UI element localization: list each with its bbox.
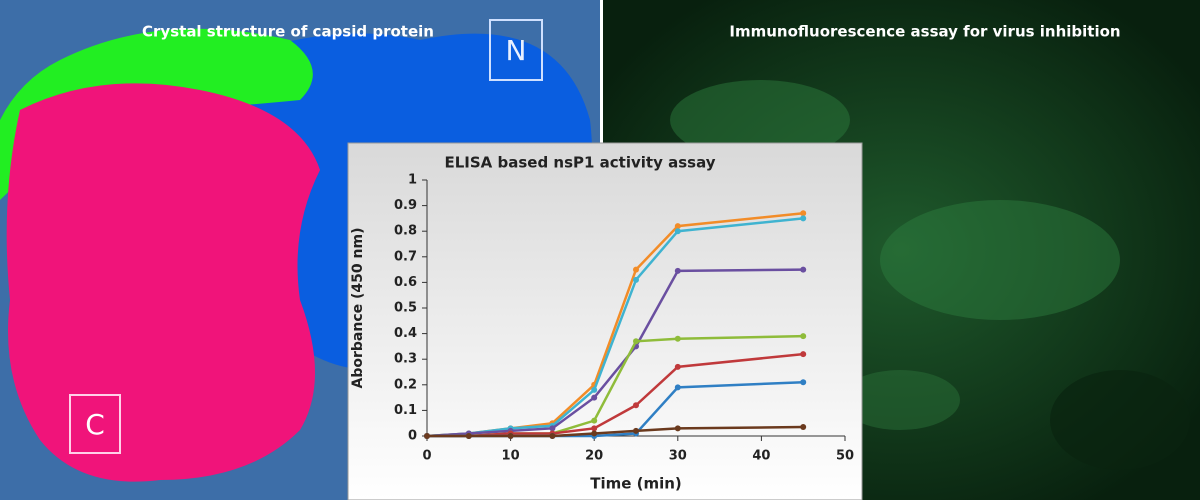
- data-point: [591, 386, 598, 393]
- chart-title: ELISA based nsP1 activity assay: [444, 154, 715, 172]
- chart-frame: [347, 142, 863, 501]
- y-tick-label: 0.5: [394, 301, 417, 316]
- data-point: [674, 363, 681, 370]
- data-point: [633, 402, 639, 409]
- y-tick-label: 1: [408, 173, 417, 188]
- y-tick-label: 0.4: [394, 326, 417, 341]
- y-axis-label: Aborbance (450 nm): [350, 228, 366, 389]
- panel-title: Immunofluorescence assay for virus inhib…: [729, 23, 1120, 41]
- data-point: [800, 379, 807, 386]
- series-line: [427, 425, 804, 438]
- data-point: [549, 433, 556, 439]
- panel-title: Crystal structure of capsid protein: [142, 23, 434, 41]
- data-point: [674, 425, 681, 432]
- data-point: [633, 338, 639, 345]
- y-tick-label: 0.3: [394, 352, 417, 367]
- data-point: [591, 417, 598, 424]
- y-tick-label: 0: [408, 429, 417, 444]
- data-point: [633, 276, 639, 283]
- data-point: [424, 433, 430, 439]
- x-axis-label: Time (min): [590, 475, 682, 493]
- data-point: [674, 223, 681, 230]
- data-point: [800, 424, 807, 431]
- data-point: [800, 351, 807, 358]
- x-tick-label: 40: [752, 449, 770, 464]
- x-tick-label: 20: [585, 449, 603, 464]
- data-point: [507, 433, 514, 439]
- data-point: [800, 333, 807, 340]
- y-tick-label: 0.8: [394, 224, 417, 239]
- data-point: [591, 394, 598, 401]
- data-point: [633, 427, 639, 434]
- terminus-label: N: [506, 34, 527, 67]
- terminus-label: C: [85, 408, 105, 441]
- data-point: [674, 384, 681, 391]
- data-point: [549, 425, 556, 432]
- data-point: [633, 266, 639, 273]
- y-tick-label: 0.2: [394, 377, 417, 392]
- data-point: [674, 335, 681, 342]
- data-point: [800, 266, 807, 273]
- x-tick-label: 10: [502, 449, 520, 464]
- data-point: [465, 433, 472, 439]
- data-point: [800, 215, 807, 222]
- y-tick-label: 0.6: [394, 275, 417, 290]
- data-point: [674, 267, 681, 274]
- y-tick-label: 0.7: [394, 249, 417, 264]
- x-tick-label: 50: [836, 449, 854, 464]
- y-tick-label: 0.1: [394, 403, 417, 418]
- y-tick-label: 0.9: [394, 198, 417, 213]
- data-point: [591, 425, 598, 432]
- chart-inset: ELISA based nsP1 activity assay Time (mi…: [347, 142, 863, 501]
- data-point: [674, 228, 681, 235]
- data-point: [591, 430, 598, 437]
- x-tick-label: 30: [669, 449, 687, 464]
- series-line: [426, 268, 804, 438]
- data-point: [800, 210, 807, 217]
- x-tick-label: 0: [422, 449, 431, 464]
